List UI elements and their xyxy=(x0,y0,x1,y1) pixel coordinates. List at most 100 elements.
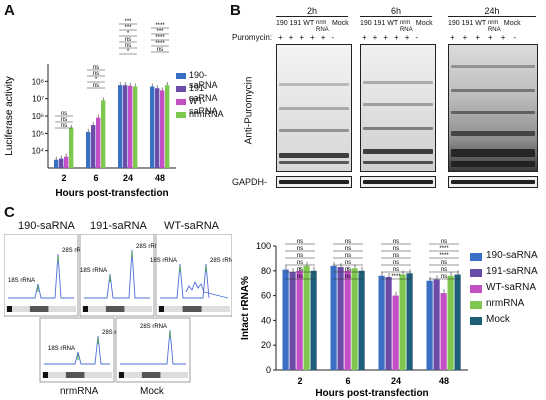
significance-label: ns xyxy=(345,260,351,266)
gapdh-blot-24h xyxy=(448,176,538,188)
western-blot-panel: 2h 6h 24h 190 191 WT nrm RNA Mock 190 19… xyxy=(232,0,546,200)
gel-band xyxy=(29,306,49,312)
peak-label: 28S rRNA xyxy=(210,258,232,264)
legend-item-wt: WT-saRNA xyxy=(176,96,232,116)
significance-label: ns xyxy=(125,43,131,49)
electropherogram-panel: 190-saRNA 191-saRNA WT-saRNA 18S rRNA 28S… xyxy=(4,220,232,397)
legend-item-nrm: nrmRNA xyxy=(176,109,232,122)
legend-label: WT-saRNA xyxy=(486,282,536,293)
significance-label: ns xyxy=(345,246,351,252)
peak-label: 18S rRNA xyxy=(150,258,177,264)
bar xyxy=(69,128,74,168)
bar xyxy=(378,275,385,370)
peak-label: 18S rRNA xyxy=(48,346,75,352)
peak-label: 28S rRNA xyxy=(62,248,89,254)
legend-swatch xyxy=(176,86,186,92)
x-tick-label: 24 xyxy=(123,173,133,183)
bar xyxy=(150,86,155,168)
legend-item-nrm: nrmRNA xyxy=(470,298,544,314)
y-tick-label: 10⁶ xyxy=(32,112,44,121)
y-tick-label: 10⁷ xyxy=(32,95,44,104)
bar xyxy=(101,100,106,168)
peak-label: 28S rRNA xyxy=(140,324,167,330)
bar xyxy=(385,277,392,370)
significance-label: * xyxy=(127,49,130,55)
gel-band xyxy=(105,306,125,312)
bar xyxy=(392,295,399,370)
gel-band xyxy=(141,372,161,378)
bar xyxy=(310,270,317,370)
significance-label: ns xyxy=(441,260,447,266)
significance-label: ns xyxy=(441,274,447,280)
lane-labels-24h: 190 191 WT nrm RNA Mock xyxy=(448,20,521,33)
blot-2h xyxy=(276,44,352,172)
x-tick-label: 48 xyxy=(155,173,165,183)
legend-label: nrmRNA xyxy=(486,298,525,309)
x-tick-label: 6 xyxy=(345,376,350,386)
legend-swatch xyxy=(470,269,482,277)
bar xyxy=(86,131,91,168)
peak-label: 18S rRNA xyxy=(8,278,35,284)
significance-label: *** xyxy=(156,29,164,35)
bar xyxy=(155,88,160,168)
bar xyxy=(59,158,64,168)
bar xyxy=(406,273,413,370)
significance-label: ns xyxy=(93,65,99,71)
x-axis-label: Hours post-transfection xyxy=(55,188,168,199)
y-tick-label: 40 xyxy=(261,315,271,325)
significance-label: **** xyxy=(391,274,401,280)
significance-label: ns xyxy=(345,253,351,259)
trace-box xyxy=(4,234,79,317)
legend-label: 191-saRNA xyxy=(486,266,538,277)
significance-label: ns xyxy=(393,267,399,273)
gel-band xyxy=(159,306,164,312)
significance-label: ns xyxy=(441,239,447,245)
gel-band xyxy=(83,306,88,312)
puromycin-signs-6h: +++++- xyxy=(362,33,425,42)
x-tick-label: 24 xyxy=(391,376,401,386)
lane-labels-6h: 190 191 WT nrm RNA Mock xyxy=(360,20,433,33)
peak-label: 28S rRNA xyxy=(102,330,129,336)
x-tick-label: 2 xyxy=(61,173,66,183)
legend-label: 190-saRNA xyxy=(486,250,538,261)
intact-rrna-chart: 0 20 40 60 80 100 Intact rRNA% Hours post-trans… xyxy=(240,239,468,399)
bar xyxy=(160,90,165,168)
legend-swatch xyxy=(470,285,482,293)
trace-title-mock: Mock xyxy=(140,386,164,397)
significance-label: ns xyxy=(93,71,99,77)
bar xyxy=(296,270,303,370)
lane-label: 191 xyxy=(289,20,302,27)
panel-letter-a: A xyxy=(4,2,15,19)
trace-box xyxy=(79,234,155,317)
trace-box xyxy=(39,317,115,383)
gapdh-blot-6h xyxy=(360,176,436,188)
x-tick-label: 2 xyxy=(297,376,302,386)
significance-label: ns xyxy=(393,246,399,252)
legend-swatch xyxy=(470,301,482,309)
legend-label: Mock xyxy=(486,314,510,325)
significance-label: ns xyxy=(125,37,131,43)
significance-label: ns xyxy=(345,239,351,245)
legend-item-190: 190-saRNA xyxy=(176,70,232,90)
significance-label: **** xyxy=(155,35,165,41)
x-tick-label: 6 xyxy=(93,173,98,183)
trace-title-nrm: nrmRNA xyxy=(60,386,99,397)
bar xyxy=(289,272,296,370)
significance-label: **** xyxy=(155,23,165,29)
bar xyxy=(303,265,310,370)
bar xyxy=(433,279,440,370)
significance-label: ns xyxy=(393,260,399,266)
blot-24h xyxy=(448,44,538,172)
bar xyxy=(91,125,96,168)
significance-label: ns xyxy=(297,239,303,245)
anti-puromycin-label: Anti-Puromycin xyxy=(243,76,255,145)
y-tick-label: 100 xyxy=(256,241,271,251)
trace-line xyxy=(8,253,74,299)
gel-band xyxy=(119,372,124,378)
bar xyxy=(344,270,351,370)
significance-label: ns xyxy=(297,274,303,280)
legend-item-190: 190-saRNA xyxy=(470,250,544,266)
significance-label: **** xyxy=(439,246,449,252)
legend-item-191: 191-saRNA xyxy=(176,83,232,103)
legend-item-191: 191-saRNA xyxy=(470,266,544,282)
